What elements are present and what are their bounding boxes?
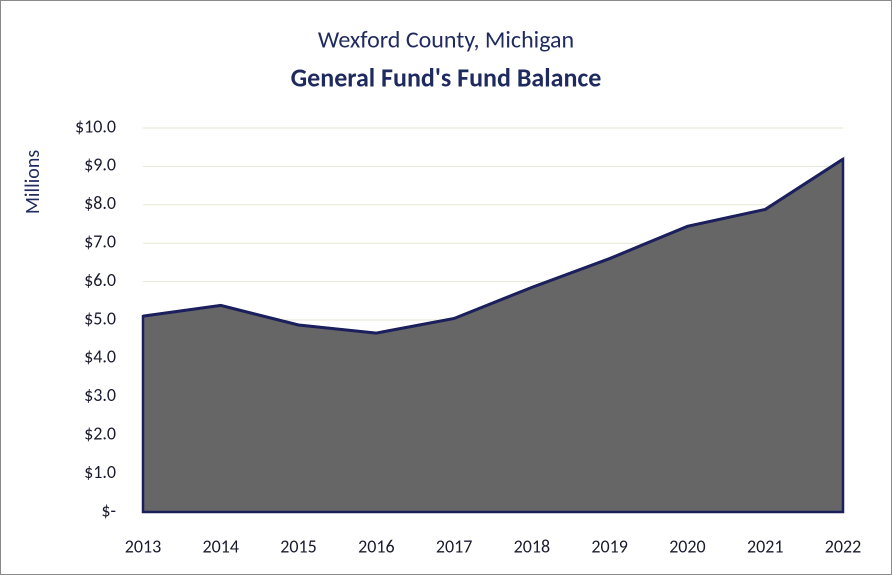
- x-tick-label: 2020: [669, 535, 706, 557]
- y-axis-label: Millions: [21, 150, 45, 215]
- y-tick-label: $6.0: [84, 269, 116, 291]
- y-tick-label: $1.0: [84, 461, 116, 483]
- y-tick-label: $7.0: [84, 230, 116, 252]
- y-tick-label: $4.0: [84, 346, 116, 368]
- x-tick-label: 2015: [280, 535, 317, 557]
- chart-title: Wexford County, Michigan: [318, 26, 574, 55]
- x-tick-label: 2014: [203, 535, 240, 557]
- y-tick-label: $8.0: [84, 192, 116, 214]
- y-tick-label: $10.0: [75, 115, 116, 137]
- y-tick-label: $9.0: [84, 154, 116, 176]
- x-tick-label: 2021: [747, 535, 784, 557]
- x-tick-label: 2018: [514, 535, 551, 557]
- x-tick-label: 2017: [436, 535, 473, 557]
- y-tick-label: $5.0: [84, 307, 116, 329]
- area-line: [142, 157, 844, 335]
- y-tick-label: $3.0: [84, 384, 116, 406]
- x-tick-label: 2019: [591, 535, 628, 557]
- x-tick-label: 2016: [358, 535, 395, 557]
- x-tick-label: 2022: [825, 535, 862, 557]
- y-tick-label: $2.0: [84, 422, 116, 444]
- y-tick-label: $-: [101, 499, 116, 521]
- x-tick-label: 2013: [125, 535, 162, 557]
- chart-subtitle: General Fund's Fund Balance: [291, 61, 602, 93]
